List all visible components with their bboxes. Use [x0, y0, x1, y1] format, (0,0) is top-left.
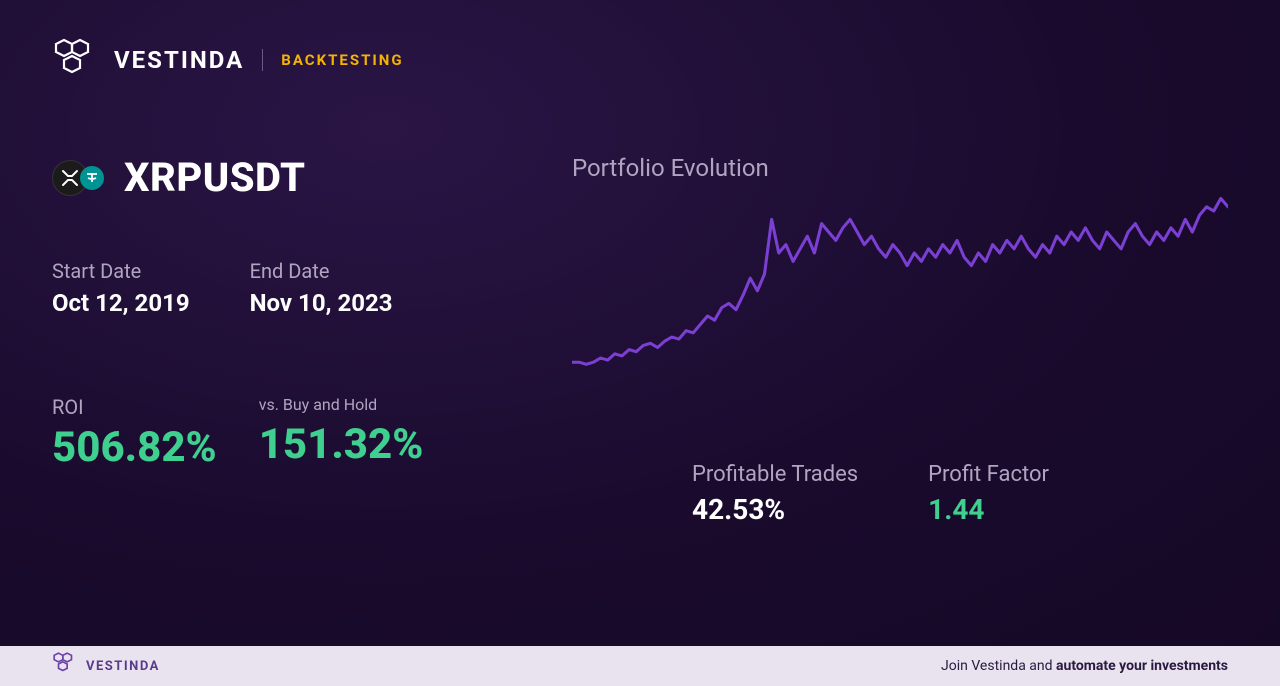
brand-name: VESTINDA	[114, 46, 244, 74]
profit-factor-label: Profit Factor	[928, 462, 1049, 487]
brand-logo-group: VESTINDA	[52, 38, 244, 82]
left-column: XRPUSDT Start Date Oct 12, 2019 End Date…	[52, 154, 532, 526]
end-date-value: Nov 10, 2023	[250, 289, 393, 317]
footer-cta-prefix: Join Vestinda and	[941, 658, 1056, 674]
buyhold-block: vs. Buy and Hold 151.32%	[259, 395, 424, 472]
coin-icons	[52, 160, 110, 196]
roi-value: 506.82%	[52, 423, 217, 472]
right-metrics: Profitable Trades 42.53% Profit Factor 1…	[692, 462, 1228, 526]
end-date-block: End Date Nov 10, 2023	[250, 259, 393, 317]
footer-cta-bold: automate your investments	[1056, 658, 1228, 674]
vestinda-logo-icon	[52, 652, 78, 680]
profit-factor-value: 1.44	[928, 493, 1049, 526]
vestinda-logo-icon	[52, 38, 100, 82]
chart-title: Portfolio Evolution	[572, 154, 1228, 182]
main-panel: VESTINDA BACKTESTING XRPUSDT Start Da	[0, 0, 1280, 646]
content-area: XRPUSDT Start Date Oct 12, 2019 End Date…	[52, 154, 1228, 526]
section-label: BACKTESTING	[281, 51, 403, 69]
buyhold-label: vs. Buy and Hold	[259, 395, 424, 414]
usdt-icon	[80, 166, 104, 190]
profitable-trades-value: 42.53%	[692, 493, 858, 526]
metric-row: ROI 506.82% vs. Buy and Hold 151.32%	[52, 395, 532, 472]
end-date-label: End Date	[250, 259, 393, 283]
footer-logo-group: VESTINDA	[52, 652, 160, 680]
right-column: Portfolio Evolution Profitable Trades 42…	[572, 154, 1228, 526]
header-divider	[262, 49, 263, 71]
footer-cta: Join Vestinda and automate your investme…	[941, 658, 1228, 674]
header: VESTINDA BACKTESTING	[52, 38, 1228, 82]
buyhold-value: 151.32%	[259, 420, 424, 469]
start-date-label: Start Date	[52, 259, 190, 283]
profitable-trades-label: Profitable Trades	[692, 462, 858, 487]
start-date-value: Oct 12, 2019	[52, 289, 190, 317]
portfolio-chart	[572, 190, 1228, 400]
date-row: Start Date Oct 12, 2019 End Date Nov 10,…	[52, 259, 532, 317]
pair-row: XRPUSDT	[52, 154, 532, 201]
pair-symbol: XRPUSDT	[124, 154, 306, 201]
footer: VESTINDA Join Vestinda and automate your…	[0, 646, 1280, 686]
profit-factor-block: Profit Factor 1.44	[928, 462, 1049, 526]
footer-brand: VESTINDA	[86, 659, 160, 674]
profitable-trades-block: Profitable Trades 42.53%	[692, 462, 858, 526]
start-date-block: Start Date Oct 12, 2019	[52, 259, 190, 317]
roi-block: ROI 506.82%	[52, 395, 217, 472]
roi-label: ROI	[52, 395, 217, 419]
